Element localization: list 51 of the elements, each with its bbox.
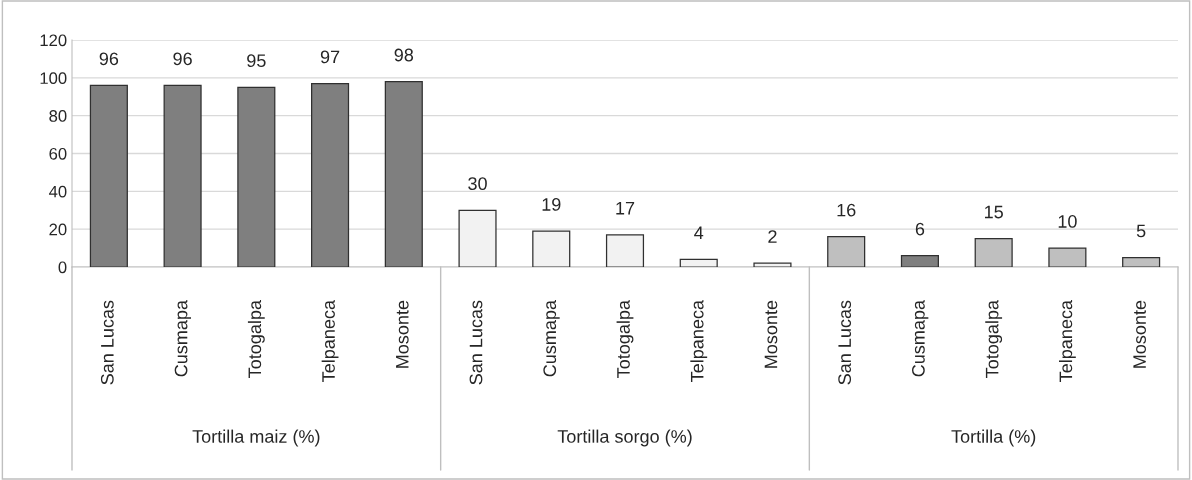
x-tick-label: San Lucas xyxy=(838,300,852,385)
x-tick-label: Mosonte xyxy=(1133,300,1146,368)
bar xyxy=(311,82,350,267)
x-tick-label: Mosonte xyxy=(764,300,778,368)
x-tick-label: Cusmapa xyxy=(174,300,192,377)
y-tick-label: 40 xyxy=(48,185,67,198)
data-label: 6 xyxy=(915,222,925,236)
x-tick-label: Mosonte xyxy=(396,300,409,368)
bar xyxy=(753,262,792,267)
data-label: 96 xyxy=(173,52,192,66)
x-tick-label: San Lucas xyxy=(469,300,483,385)
bar xyxy=(458,209,497,267)
bar xyxy=(163,84,202,267)
data-label: 15 xyxy=(985,205,1003,219)
x-tick-label: Totogalpa xyxy=(247,299,265,378)
y-tick-label: 20 xyxy=(49,223,67,236)
data-label: 10 xyxy=(1058,215,1077,228)
x-tick-label: Cusmapa xyxy=(911,300,929,377)
bar xyxy=(89,84,128,267)
bar xyxy=(605,234,645,267)
data-label: 95 xyxy=(247,54,266,68)
y-tick-label: 0 xyxy=(58,261,67,274)
x-tick-label: Totogalpa xyxy=(616,299,634,378)
data-label: 16 xyxy=(837,203,856,217)
y-tick-label: 100 xyxy=(40,72,67,85)
x-tick-label: Telpaneca xyxy=(321,299,339,382)
y-tick-label: 80 xyxy=(49,110,67,122)
x-tick-label: Telpaneca xyxy=(690,299,708,382)
data-label: 97 xyxy=(320,50,340,64)
text: Tortilla maiz (%) xyxy=(192,429,320,447)
bar xyxy=(532,230,571,267)
y-tick-label: 60 xyxy=(49,147,67,160)
text: Tortilla (%) xyxy=(951,429,1036,447)
data-label: 19 xyxy=(542,198,561,211)
x-tick-label: Totogalpa xyxy=(985,299,1003,378)
y-tick-label: 120 xyxy=(40,34,67,47)
data-label: 98 xyxy=(394,48,414,62)
data-label: 4 xyxy=(694,226,704,240)
x-tick-label: San Lucas xyxy=(100,300,114,385)
data-label: 5 xyxy=(1136,224,1146,238)
bar xyxy=(384,80,423,267)
data-label: 30 xyxy=(468,177,487,191)
data-label: 2 xyxy=(768,230,777,243)
bar xyxy=(900,255,939,267)
data-label: 17 xyxy=(616,202,635,215)
x-tick-label: Telpaneca xyxy=(1058,299,1076,382)
text: Tortilla sorgo (%) xyxy=(557,429,692,447)
x-tick-label: Cusmapa xyxy=(543,300,560,377)
bar xyxy=(679,258,718,267)
bar xyxy=(237,86,276,267)
data-label: 96 xyxy=(99,52,119,66)
